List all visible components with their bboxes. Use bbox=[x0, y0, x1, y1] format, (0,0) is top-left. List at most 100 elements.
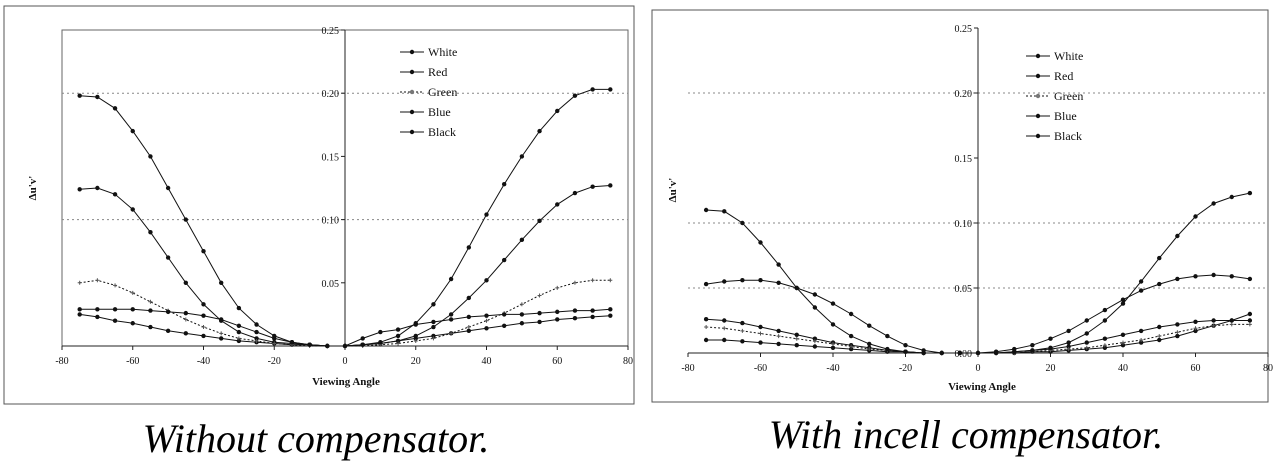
data-point bbox=[466, 245, 472, 250]
data-point bbox=[484, 318, 489, 323]
data-point bbox=[183, 317, 188, 322]
data-point bbox=[519, 321, 525, 326]
x-tick-label: -20 bbox=[268, 356, 281, 367]
chart-without-compensator: 0.05 0.10 0.15 0.20 0.25 -80 -60 -40 -20 0 20 40 60… bbox=[3, 5, 635, 461]
data-point bbox=[957, 350, 963, 356]
data-point bbox=[1229, 194, 1234, 200]
data-point bbox=[112, 106, 118, 111]
data-point bbox=[590, 308, 595, 313]
x-axis-title: Viewing Angle bbox=[948, 381, 1016, 393]
chart-with-incell-compensator: 0.00 0.05 0.10 0.15 0.20 0.25 -80 -60 -40 -20 0 20… bbox=[651, 9, 1273, 457]
data-point bbox=[95, 185, 100, 191]
data-point bbox=[519, 312, 525, 317]
data-point bbox=[1102, 345, 1108, 350]
data-point bbox=[148, 324, 153, 330]
data-point bbox=[218, 317, 224, 322]
data-point bbox=[1066, 344, 1071, 349]
data-point bbox=[537, 218, 542, 224]
data-point bbox=[1229, 318, 1234, 323]
data-point bbox=[254, 322, 259, 327]
data-point bbox=[466, 328, 472, 334]
data-point bbox=[1175, 322, 1180, 327]
y-tick-label: 0.25 bbox=[955, 24, 973, 35]
data-point bbox=[1102, 336, 1108, 341]
data-point bbox=[572, 315, 578, 321]
legend-item-green: Green bbox=[400, 85, 457, 99]
data-point bbox=[1211, 318, 1216, 323]
data-point bbox=[501, 257, 507, 263]
data-point bbox=[885, 346, 890, 352]
legend-item-blue: Blue bbox=[400, 105, 451, 119]
data-point bbox=[201, 302, 206, 307]
y-tick-label: 0.15 bbox=[955, 154, 973, 165]
x-tick-label: 20 bbox=[1046, 363, 1056, 374]
data-point bbox=[885, 333, 890, 339]
data-point bbox=[218, 336, 224, 341]
data-point bbox=[590, 314, 595, 320]
data-point bbox=[722, 209, 727, 214]
x-axis-title: Viewing Angle bbox=[312, 376, 380, 388]
data-point bbox=[1066, 328, 1071, 334]
data-point bbox=[1012, 346, 1017, 352]
data-point bbox=[236, 336, 241, 341]
data-point bbox=[1084, 340, 1089, 345]
data-point bbox=[413, 322, 418, 327]
data-point bbox=[794, 285, 799, 291]
legend-marker bbox=[1035, 93, 1041, 99]
y-tick-label: 0.20 bbox=[322, 89, 340, 100]
data-point bbox=[703, 207, 709, 213]
data-point bbox=[272, 336, 277, 341]
legend-label: Black bbox=[1054, 129, 1082, 143]
data-point bbox=[501, 182, 507, 187]
data-point bbox=[572, 190, 578, 196]
x-tick-label: 0 bbox=[343, 356, 348, 367]
data-point bbox=[703, 337, 709, 343]
y-tick-labels: 0.00 0.05 0.10 0.15 0.20 0.25 bbox=[955, 24, 973, 360]
data-point bbox=[1157, 255, 1162, 261]
data-point bbox=[555, 108, 560, 114]
data-point bbox=[484, 212, 489, 217]
data-point bbox=[148, 299, 153, 304]
data-point bbox=[758, 340, 763, 345]
y-axis-title: Δu'v' bbox=[667, 178, 679, 203]
data-point bbox=[130, 128, 135, 134]
axes bbox=[61, 29, 629, 350]
legend-marker bbox=[1035, 133, 1041, 139]
data-point bbox=[555, 285, 560, 290]
data-point bbox=[794, 332, 799, 337]
axes bbox=[687, 27, 1269, 357]
data-point bbox=[378, 329, 383, 335]
data-point bbox=[776, 262, 781, 267]
data-point bbox=[396, 341, 401, 346]
data-point bbox=[431, 302, 436, 307]
data-point bbox=[342, 343, 348, 349]
data-point bbox=[254, 338, 259, 343]
data-point bbox=[130, 307, 135, 312]
chart-caption: With incell compensator. bbox=[769, 412, 1163, 457]
data-point bbox=[1138, 328, 1144, 334]
data-point bbox=[466, 325, 471, 330]
legend-label: Blue bbox=[1054, 109, 1077, 123]
data-point bbox=[812, 344, 818, 349]
data-point bbox=[165, 328, 171, 334]
legend-label: Black bbox=[428, 125, 456, 139]
legend-marker bbox=[1035, 53, 1041, 59]
data-point bbox=[848, 311, 854, 317]
data-point bbox=[740, 339, 745, 344]
data-point bbox=[1084, 345, 1089, 350]
data-point bbox=[812, 292, 818, 297]
legend-label: Green bbox=[428, 85, 457, 99]
legend-marker bbox=[409, 129, 415, 135]
data-point bbox=[1138, 288, 1144, 293]
data-point bbox=[1229, 322, 1234, 327]
data-point bbox=[1102, 318, 1108, 323]
data-point bbox=[831, 341, 835, 346]
legend-label: Red bbox=[428, 65, 447, 79]
x-tick-label: 40 bbox=[1118, 363, 1128, 374]
data-point bbox=[903, 343, 908, 348]
x-tick-label: -80 bbox=[55, 356, 68, 367]
data-point bbox=[758, 324, 763, 330]
y-tick-label: 0.05 bbox=[322, 279, 340, 290]
data-point bbox=[431, 324, 436, 330]
data-point bbox=[537, 310, 542, 316]
